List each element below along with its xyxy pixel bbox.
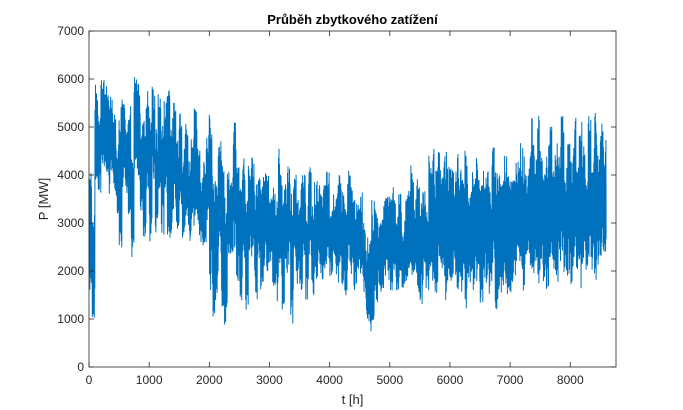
x-axis: 0 1000 2000 3000 4000 5000 6000 7000 8000 bbox=[86, 31, 584, 387]
x-tick-label: 0 bbox=[86, 373, 93, 387]
y-tick-label: 6000 bbox=[57, 72, 84, 86]
x-axis-label: t [h] bbox=[342, 392, 364, 407]
y-axis: 0 1000 2000 3000 4000 5000 6000 7000 bbox=[57, 24, 616, 374]
y-tick-label: 4000 bbox=[57, 168, 84, 182]
series-layer bbox=[88, 76, 607, 332]
y-tick-label: 1000 bbox=[57, 312, 84, 326]
y-tick-label: 2000 bbox=[57, 264, 84, 278]
x-tick-label: 3000 bbox=[256, 373, 283, 387]
y-tick-label: 5000 bbox=[57, 120, 84, 134]
x-tick-label: 2000 bbox=[196, 373, 223, 387]
x-tick-label: 4000 bbox=[316, 373, 343, 387]
y-axis-label: P [MW] bbox=[36, 178, 51, 220]
x-tick-label: 7000 bbox=[497, 373, 524, 387]
x-tick-label: 5000 bbox=[376, 373, 403, 387]
chart-title: Průběh zbytkového zatížení bbox=[267, 12, 438, 27]
x-tick-label: 6000 bbox=[437, 373, 464, 387]
y-tick-label: 3000 bbox=[57, 216, 84, 230]
plot-box bbox=[88, 30, 617, 368]
x-tick-label: 1000 bbox=[136, 373, 163, 387]
y-tick-label: 0 bbox=[77, 360, 84, 374]
series-line bbox=[88, 76, 607, 332]
y-tick-label: 7000 bbox=[57, 24, 84, 38]
x-tick-label: 8000 bbox=[557, 373, 584, 387]
